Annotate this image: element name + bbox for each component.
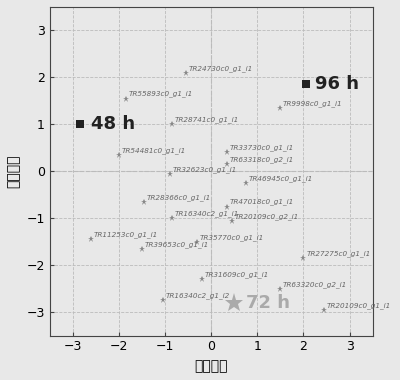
Text: TR11253c0_g1_i1: TR11253c0_g1_i1: [94, 231, 158, 238]
Text: TR39653c0_g1_i1: TR39653c0_g1_i1: [145, 241, 209, 248]
Text: TR20109c0_g2_i1: TR20109c0_g2_i1: [235, 213, 299, 220]
Text: TR20109c0_g1_i1: TR20109c0_g1_i1: [327, 302, 391, 309]
Text: TR28366c0_g1_i1: TR28366c0_g1_i1: [147, 194, 211, 201]
Text: TR16340c2_g1_i1: TR16340c2_g1_i1: [175, 211, 239, 217]
Text: TR24730c0_g1_i1: TR24730c0_g1_i1: [188, 65, 253, 71]
Text: 72 h: 72 h: [246, 294, 290, 312]
Text: TR46945c0_g1_i1: TR46945c0_g1_i1: [248, 175, 313, 182]
Text: TR9998c0_g1_i1: TR9998c0_g1_i1: [283, 100, 343, 107]
Y-axis label: 第二维度: 第二维度: [7, 155, 21, 188]
Text: TR16340c2_g1_i2: TR16340c2_g1_i2: [166, 293, 230, 299]
Text: TR35770c0_g1_i1: TR35770c0_g1_i1: [200, 234, 264, 241]
Text: TR32623c0_g1_i1: TR32623c0_g1_i1: [172, 166, 237, 173]
Text: TR54481c0_g1_i1: TR54481c0_g1_i1: [122, 147, 186, 154]
Text: TR27275c0_g1_i1: TR27275c0_g1_i1: [306, 250, 370, 257]
Text: 96 h: 96 h: [315, 75, 359, 93]
Text: TR63318c0_g2_i1: TR63318c0_g2_i1: [230, 157, 294, 163]
Text: 48 h: 48 h: [91, 116, 135, 133]
X-axis label: 第一维度: 第一维度: [194, 359, 228, 373]
Text: TR55893c0_g1_i1: TR55893c0_g1_i1: [129, 91, 193, 97]
Text: TR31609c0_g1_i1: TR31609c0_g1_i1: [205, 271, 269, 278]
Text: TR28741c0_g1_i1: TR28741c0_g1_i1: [175, 117, 239, 123]
Text: TR63320c0_g2_i1: TR63320c0_g2_i1: [283, 281, 348, 288]
Text: TR33730c0_g1_i1: TR33730c0_g1_i1: [230, 144, 294, 150]
Text: TR47018c0_g1_i1: TR47018c0_g1_i1: [230, 199, 294, 206]
